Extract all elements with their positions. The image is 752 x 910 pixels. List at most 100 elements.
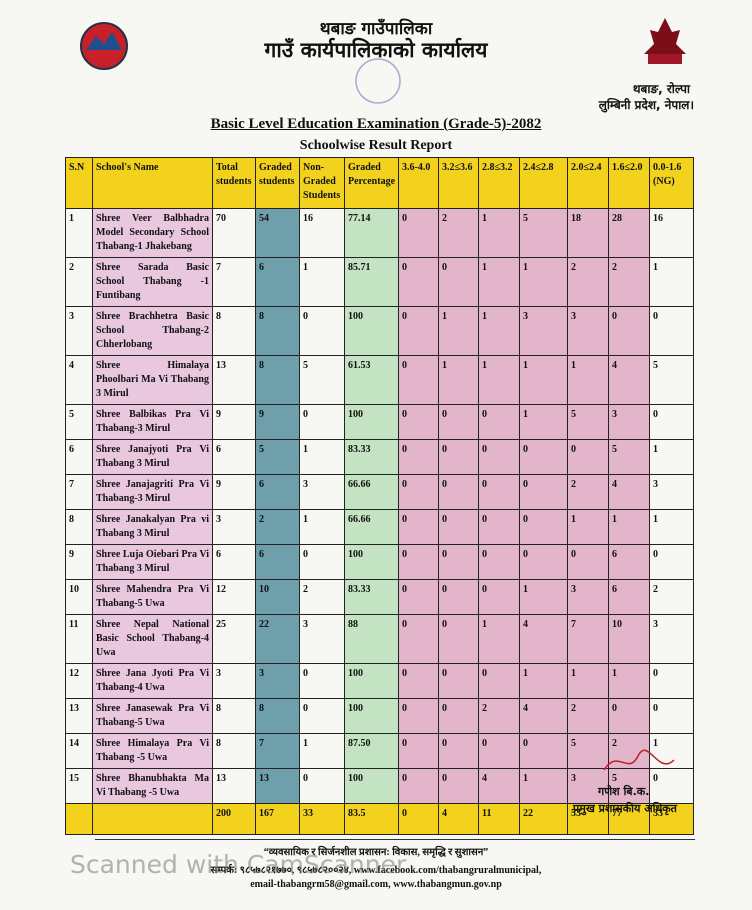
cell: 1 — [608, 509, 651, 545]
cell: 0 — [478, 733, 521, 769]
cell: 7 — [255, 733, 300, 769]
cell: 8 — [212, 733, 256, 769]
cell: 3 — [212, 663, 256, 699]
cell: 4 — [608, 355, 651, 405]
total-cell: 0 — [398, 803, 440, 835]
cell: 16 — [649, 208, 695, 258]
school-name: Shree Janasewak Pra Vi Thabang-5 Uwa — [92, 698, 213, 734]
cell: 1 — [608, 663, 651, 699]
cell: 2 — [438, 208, 480, 258]
stamp — [355, 58, 401, 104]
cell: 4 — [608, 474, 651, 510]
cell: 6 — [255, 257, 300, 307]
cell: 1 — [478, 614, 521, 664]
cell: 8 — [255, 698, 300, 734]
org-name: थबाङ गाउँपालिका — [319, 19, 433, 39]
column-header: Graded Percentage — [343, 157, 400, 209]
cell: 0 — [398, 257, 440, 307]
total-cell: 77 — [608, 803, 651, 835]
cell: 6 — [212, 544, 256, 580]
cell: 5 — [255, 439, 300, 475]
column-header: 1.6≤2.0 — [608, 157, 651, 209]
school-name: Shree Nepal National Basic School Thaban… — [92, 614, 213, 664]
table-row: 13 Shree Janasewak Pra Vi Thabang-5 Uwa 8 8… — [65, 698, 695, 734]
cell: 1 — [519, 579, 569, 615]
cell: 1 — [519, 257, 569, 307]
cell: 1 — [478, 355, 521, 405]
cell: 85.71 — [343, 257, 400, 307]
cell: 3 — [608, 404, 651, 440]
cell: 1 — [438, 306, 480, 356]
cell: 0 — [398, 768, 440, 804]
cell: 6 — [608, 544, 651, 580]
cell: 13 — [212, 768, 256, 804]
header-row: S.N School's Name Total students Graded stu… — [65, 157, 695, 209]
cell: 0 — [438, 663, 480, 699]
cell: 100 — [343, 306, 400, 356]
cell: 0 — [398, 579, 440, 615]
cell: 1 — [567, 509, 610, 545]
table-row: 1 Shree Veer Balbhadra Model Secondary Sc… — [65, 208, 695, 258]
cell: 0 — [299, 663, 345, 699]
cell: 66.66 — [343, 474, 400, 510]
table-row: 5 Shree Balbikas Pra Vi Thabang-3 Mirul 9 9… — [65, 404, 695, 440]
school-name: Shree Janajagriti Pra Vi Thabang-3 Mirul — [92, 474, 213, 510]
cell: 5 — [519, 208, 569, 258]
cell: 3 — [299, 474, 345, 510]
totals-row: 200 167 33 83.5 0 4 11 22 53 77 33 — [65, 803, 695, 835]
cell: 5 — [567, 733, 610, 769]
cell: 6 — [212, 439, 256, 475]
cell: 3 — [567, 306, 610, 356]
cell: 0 — [608, 698, 651, 734]
cell: 0 — [649, 663, 695, 699]
cell: 8 — [255, 306, 300, 356]
cell: 9 — [212, 404, 256, 440]
cell: 83.33 — [343, 439, 400, 475]
watermark: Scanned with CamScanner — [70, 850, 407, 879]
total-cell: 4 — [438, 803, 480, 835]
table-row: 9 Shree Luja Oiebari Pra Vi Thabang 3 Mir… — [65, 544, 695, 580]
column-header: 3.2≤3.6 — [438, 157, 480, 209]
school-name: Shree Himalaya Phoolbari Ma Vi Thabang 3… — [92, 355, 213, 405]
cell: 70 — [212, 208, 256, 258]
cell: 0 — [398, 614, 440, 664]
cell: 28 — [608, 208, 651, 258]
cell: 7 — [567, 614, 610, 664]
cell: 0 — [478, 544, 521, 580]
total-cell: 33 — [649, 803, 695, 835]
cell: 0 — [438, 544, 480, 580]
cell: 10 — [65, 579, 93, 615]
cell: 13 — [255, 768, 300, 804]
cell: 0 — [438, 698, 480, 734]
table-row: 3 Shree Brachhetra Basic School Thabang-2… — [65, 306, 695, 356]
cell: 2 — [567, 698, 610, 734]
school-name: Shree Sarada Basic School Thabang -1 Fun… — [92, 257, 213, 307]
cell: 5 — [649, 355, 695, 405]
cell: 6 — [65, 439, 93, 475]
cell: 2 — [255, 509, 300, 545]
cell: 3 — [519, 306, 569, 356]
cell: 1 — [649, 257, 695, 307]
cell: 2 — [478, 698, 521, 734]
cell: 0 — [398, 306, 440, 356]
column-header: 2.4≤2.8 — [519, 157, 569, 209]
table-row: 11 Shree Nepal National Basic School Thab… — [65, 614, 695, 664]
cell: 10 — [608, 614, 651, 664]
cell: 0 — [478, 439, 521, 475]
cell: 8 — [255, 355, 300, 405]
address: थबाङ, रोल्पा — [632, 82, 690, 96]
cell: 1 — [478, 257, 521, 307]
cell: 0 — [398, 544, 440, 580]
total-cell: 22 — [519, 803, 569, 835]
cell: 0 — [438, 404, 480, 440]
cell: 3 — [567, 579, 610, 615]
cell: 0 — [608, 306, 651, 356]
column-header: 2.8≤3.2 — [478, 157, 521, 209]
cell: 1 — [519, 404, 569, 440]
cell: 1 — [478, 306, 521, 356]
cell: 3 — [65, 306, 93, 356]
school-name: Shree Bhanubhakta Ma Vi Thabang -5 Uwa — [92, 768, 213, 804]
cell: 4 — [478, 768, 521, 804]
table-row: 7 Shree Janajagriti Pra Vi Thabang-3 Miru… — [65, 474, 695, 510]
